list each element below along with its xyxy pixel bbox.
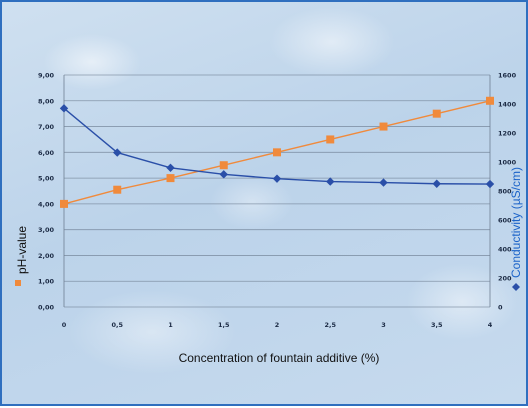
y-tick-label: 8,00 (38, 97, 55, 105)
conductivity-data-point (272, 174, 282, 183)
ph-data-point (166, 174, 175, 183)
y-tick-label: 6,00 (38, 149, 55, 157)
y-tick-label: 9,00 (38, 72, 55, 80)
y-axis-title: pH-value (15, 226, 29, 274)
ph-data-point (326, 135, 335, 144)
ph-data-point (432, 109, 441, 118)
y-tick-label: 0,00 (38, 304, 55, 312)
y-tick-label: 1,00 (38, 278, 55, 286)
y2-tick-label: 200 (498, 275, 512, 283)
y2-axis-ticks: 0 200 400 600 800 1000 1200 1400 1600 (498, 72, 517, 312)
y-tick-label: 7,00 (38, 123, 55, 131)
conductivity-data-point (166, 163, 175, 172)
y2-axis-title: Conductivity (µS/cm) (509, 167, 523, 278)
ph-data-point (60, 199, 68, 208)
ph-data-point (219, 161, 228, 170)
y-axis-title-group: pH-value (15, 226, 29, 286)
y-tick-label: 4,00 (38, 200, 55, 208)
y2-tick-label: 1600 (498, 72, 517, 80)
y-tick-label: 2,00 (38, 252, 55, 260)
grid-layer (63, 74, 491, 308)
y-tick-label: 3,00 (38, 226, 55, 234)
x-tick-label: 0,5 (111, 321, 123, 329)
conductivity-data-point (59, 104, 69, 113)
ph-data-point (486, 96, 494, 105)
y2-tick-label: 1200 (498, 130, 517, 138)
x-axis-ticks: 0 0,5 1 1,5 2 2,5 3 3,5 4 (62, 321, 493, 329)
y2-axis-title-group: Conductivity (µS/cm) (509, 167, 523, 291)
ph-data-point (113, 185, 122, 194)
x-tick-label: 4 (488, 321, 493, 329)
x-tick-label: 1,5 (218, 321, 230, 329)
y-tick-label: 5,00 (38, 175, 55, 183)
conductivity-data-point (485, 179, 495, 189)
y2-tick-label: 600 (498, 217, 512, 225)
series-layer (59, 96, 495, 208)
x-tick-label: 1 (168, 321, 173, 329)
conductivity-data-point (379, 178, 388, 187)
y2-tick-label: 0 (498, 304, 503, 312)
ph-data-point (379, 122, 388, 131)
x-tick-label: 2 (275, 321, 280, 329)
x-tick-label: 3,5 (431, 321, 443, 329)
y-axis-ticks: 0,00 1,00 2,00 3,00 4,00 5,00 6,00 7,00 8,00 9,00 (38, 72, 55, 312)
y2-tick-label: 800 (498, 188, 512, 196)
conductivity-data-point (326, 177, 335, 186)
y2-tick-label: 1400 (498, 101, 517, 109)
x-axis-title: Concentration of fountain additive (%) (179, 351, 380, 365)
x-tick-label: 0 (62, 321, 67, 329)
y-legend-square-marker (15, 280, 21, 286)
x-tick-label: 3 (381, 321, 386, 329)
conductivity-series-line (63, 107, 491, 185)
x-tick-label: 2,5 (324, 321, 336, 329)
y2-tick-label: 1000 (498, 159, 517, 167)
ph-data-point (273, 148, 281, 157)
conductivity-data-point (219, 170, 228, 179)
conductivity-data-point (432, 179, 441, 188)
conductivity-data-point (113, 148, 122, 157)
y2-legend-diamond-marker (512, 283, 520, 291)
y2-tick-label: 400 (498, 246, 512, 254)
